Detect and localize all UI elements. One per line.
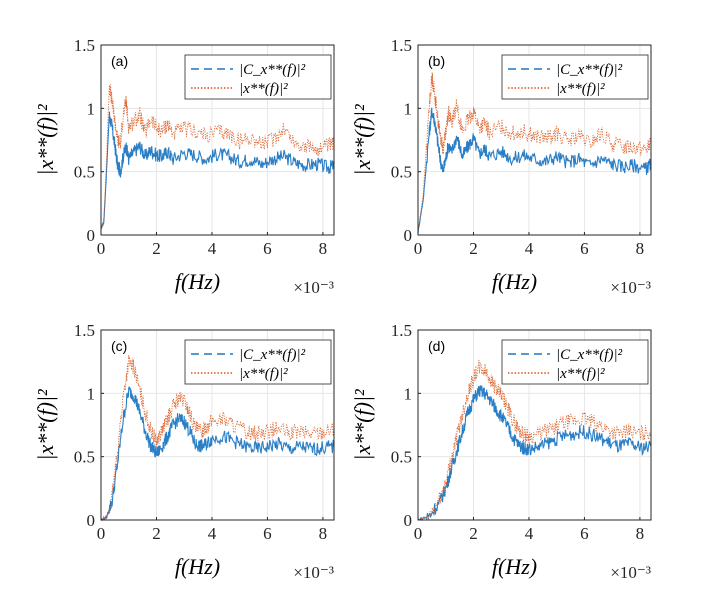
- x-axis-label: f(Hz): [175, 269, 220, 294]
- y-tick-label: 1: [87, 99, 96, 118]
- panel-c: 0 2 4 6 800.511.5(c)f(Hz) ×10⁻³|x**(f)|²|C_x*…: [33, 321, 335, 582]
- x-exponent-label: ×10⁻³: [610, 563, 651, 582]
- legend-entry-2: |x**(f)|²: [239, 366, 288, 382]
- y-tick-label: 1: [87, 384, 96, 403]
- x-tick-label: 8: [319, 524, 328, 543]
- x-exponent-label: ×10⁻³: [293, 563, 334, 582]
- legend: |C_x**(f)|² |x**(f)|²: [501, 339, 649, 385]
- y-tick-label: 1.5: [74, 321, 95, 340]
- y-tick-label: 1: [404, 99, 413, 118]
- legend-entry-1: |C_x**(f)|²: [239, 62, 306, 78]
- x-tick-label: 6: [263, 239, 272, 258]
- y-tick-label: 0: [404, 226, 413, 245]
- y-tick-label: 1: [404, 384, 413, 403]
- y-axis-label: |x**(f)|²: [350, 389, 375, 461]
- y-tick-label: 0.5: [74, 163, 95, 182]
- y-tick-label: 1.5: [74, 36, 95, 55]
- panel-label: (d): [428, 338, 445, 354]
- legend-entry-2: |x**(f)|²: [556, 81, 605, 97]
- panel-a: 0 2 4 6 800.511.5(a)f(Hz) ×10⁻³|x**(f)|²|C_x*…: [33, 36, 335, 297]
- x-axis-label: f(Hz): [492, 554, 537, 579]
- x-tick-label: 6: [263, 524, 272, 543]
- x-tick-label: 2: [152, 239, 161, 258]
- series-line-2: [417, 360, 652, 521]
- legend-entry-1: |C_x**(f)|²: [556, 347, 623, 363]
- series-line-1: [100, 386, 335, 522]
- series-line-2: [100, 355, 335, 522]
- legend: |C_x**(f)|² |x**(f)|²: [184, 339, 332, 385]
- x-tick-label: 8: [636, 524, 645, 543]
- legend-entry-2: |x**(f)|²: [556, 366, 605, 382]
- legend-entry-1: |C_x**(f)|²: [239, 347, 306, 363]
- y-axis-label: |x**(f)|²: [33, 104, 58, 176]
- series-line-1: [417, 385, 652, 522]
- legend-entry-2: |x**(f)|²: [239, 81, 288, 97]
- x-tick-label: 0: [414, 239, 423, 258]
- panel-label: (a): [111, 53, 128, 69]
- x-tick-label: 2: [469, 239, 478, 258]
- panel-d: 0 2 4 6 800.511.5(d)f(Hz) ×10⁻³|x**(f)|²|C_x*…: [350, 321, 652, 582]
- x-tick-label: 0: [97, 239, 106, 258]
- x-exponent-label: ×10⁻³: [293, 278, 334, 297]
- x-axis-label: f(Hz): [492, 269, 537, 294]
- x-tick-label: 4: [525, 239, 534, 258]
- panel-b: 0 2 4 6 800.511.5(b)f(Hz) ×10⁻³|x**(f)|²|C_x*…: [350, 36, 652, 297]
- x-tick-label: 0: [414, 524, 423, 543]
- legend-box: [501, 54, 649, 100]
- x-tick-label: 6: [580, 524, 589, 543]
- x-tick-label: 2: [152, 524, 161, 543]
- x-tick-label: 4: [208, 239, 217, 258]
- legend: |C_x**(f)|² |x**(f)|²: [501, 54, 649, 100]
- y-axis-label: |x**(f)|²: [33, 389, 58, 461]
- x-tick-label: 0: [97, 524, 106, 543]
- legend-box: [184, 54, 332, 100]
- y-axis-label: |x**(f)|²: [350, 104, 375, 176]
- axes-box: [417, 329, 652, 521]
- legend-box: [184, 339, 332, 385]
- x-tick-label: 4: [525, 524, 534, 543]
- y-tick-label: 1.5: [391, 321, 412, 340]
- series-line-2: [417, 71, 652, 233]
- panel-label: (b): [428, 53, 445, 69]
- x-tick-label: 6: [580, 239, 589, 258]
- x-axis-label: f(Hz): [175, 554, 220, 579]
- series-line-1: [417, 107, 652, 234]
- x-tick-label: 4: [208, 524, 217, 543]
- y-tick-label: 0.5: [391, 163, 412, 182]
- series-line-1: [100, 111, 335, 229]
- x-tick-label: 8: [319, 239, 328, 258]
- y-tick-label: 1.5: [391, 36, 412, 55]
- y-tick-label: 0: [404, 511, 413, 530]
- axes-box: [100, 329, 335, 521]
- x-tick-label: 2: [469, 524, 478, 543]
- y-tick-label: 0: [87, 511, 96, 530]
- panel-label: (c): [111, 338, 127, 354]
- legend-entry-1: |C_x**(f)|²: [556, 62, 623, 78]
- y-tick-label: 0.5: [391, 448, 412, 467]
- x-exponent-label: ×10⁻³: [610, 278, 651, 297]
- series-line-2: [100, 84, 335, 230]
- legend-box: [501, 339, 649, 385]
- y-tick-label: 0.5: [74, 448, 95, 467]
- legend: |C_x**(f)|² |x**(f)|²: [184, 54, 332, 100]
- x-tick-label: 8: [636, 239, 645, 258]
- axes-box: [417, 44, 652, 236]
- axes-box: [100, 44, 335, 236]
- y-tick-label: 0: [87, 226, 96, 245]
